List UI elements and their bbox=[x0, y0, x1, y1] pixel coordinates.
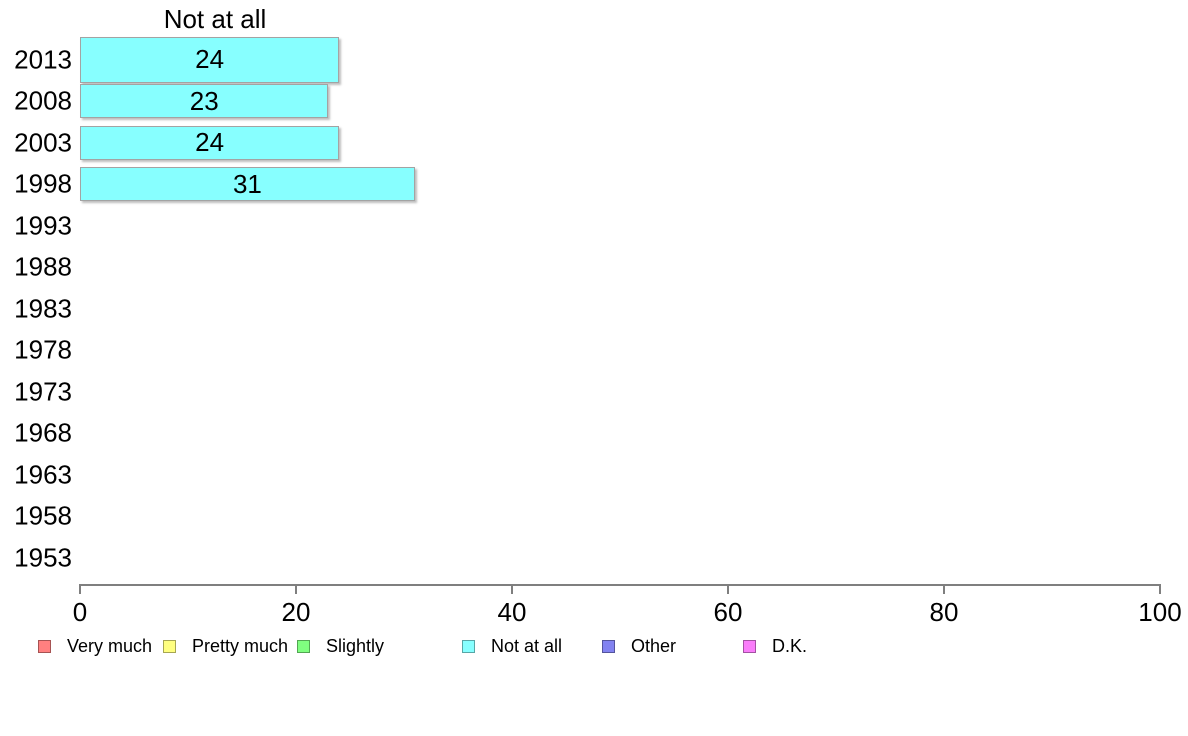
bar: 23 bbox=[80, 84, 329, 118]
legend-label: Very much bbox=[67, 635, 153, 656]
legend-item: Slightly bbox=[297, 636, 384, 656]
y-axis-label: 1963 bbox=[14, 459, 72, 489]
legend-item: Not at all bbox=[462, 636, 562, 656]
legend-swatch-icon bbox=[38, 639, 51, 653]
y-axis-label: 1968 bbox=[14, 417, 72, 448]
y-axis-label: 1953 bbox=[14, 542, 72, 572]
x-axis-tick bbox=[511, 584, 513, 594]
y-axis-label: 1973 bbox=[14, 376, 72, 406]
x-axis-line bbox=[79, 584, 1161, 586]
y-axis-label: 1978 bbox=[14, 334, 72, 365]
x-axis-tick bbox=[295, 584, 297, 594]
legend-label: Not at all bbox=[491, 635, 563, 656]
bar: 24 bbox=[80, 36, 340, 83]
x-axis-tick-label: 20 bbox=[281, 597, 311, 627]
legend-label: Pretty much bbox=[192, 635, 289, 656]
x-axis-tick-label: 0 bbox=[72, 597, 88, 627]
x-axis-tick-label: 80 bbox=[929, 597, 959, 627]
x-axis-tick bbox=[727, 584, 729, 594]
y-axis-label: 2008 bbox=[14, 85, 72, 116]
legend-item: Other bbox=[602, 636, 676, 656]
x-axis-tick-label: 60 bbox=[713, 597, 743, 627]
legend-item: Very much bbox=[38, 636, 152, 656]
bar-value-label: 31 bbox=[232, 168, 262, 199]
legend-swatch-icon bbox=[297, 639, 310, 653]
y-axis-label: 1993 bbox=[14, 210, 72, 240]
y-axis-label: 2013 bbox=[14, 44, 72, 74]
y-axis-label: 1958 bbox=[14, 500, 72, 531]
legend-swatch-icon bbox=[602, 639, 615, 653]
legend-item: Pretty much bbox=[163, 636, 288, 656]
y-axis-label: 2003 bbox=[14, 127, 72, 157]
x-axis-tick bbox=[79, 584, 81, 594]
bar: 24 bbox=[80, 125, 340, 160]
y-axis-label: 1983 bbox=[14, 293, 72, 323]
bar-value-label: 23 bbox=[189, 85, 219, 116]
chart-title: Not at all bbox=[163, 4, 267, 34]
x-axis-tick-label: 40 bbox=[497, 597, 527, 627]
x-axis-tick bbox=[1159, 584, 1161, 594]
legend-swatch-icon bbox=[743, 639, 756, 653]
bar: 31 bbox=[80, 167, 415, 201]
bar-value-label: 24 bbox=[195, 127, 225, 157]
x-axis-tick bbox=[943, 584, 945, 594]
y-axis-label: 1998 bbox=[14, 168, 72, 199]
y-axis-label: 1988 bbox=[14, 251, 72, 282]
x-axis-tick-label: 100 bbox=[1138, 597, 1182, 627]
legend-label: D.K. bbox=[772, 635, 808, 656]
legend-swatch-icon bbox=[462, 639, 475, 653]
legend-item: D.K. bbox=[743, 636, 807, 656]
legend-label: Slightly bbox=[326, 635, 385, 656]
bar-value-label: 24 bbox=[195, 44, 225, 74]
legend-label: Other bbox=[631, 635, 677, 656]
legend-swatch-icon bbox=[163, 639, 176, 653]
